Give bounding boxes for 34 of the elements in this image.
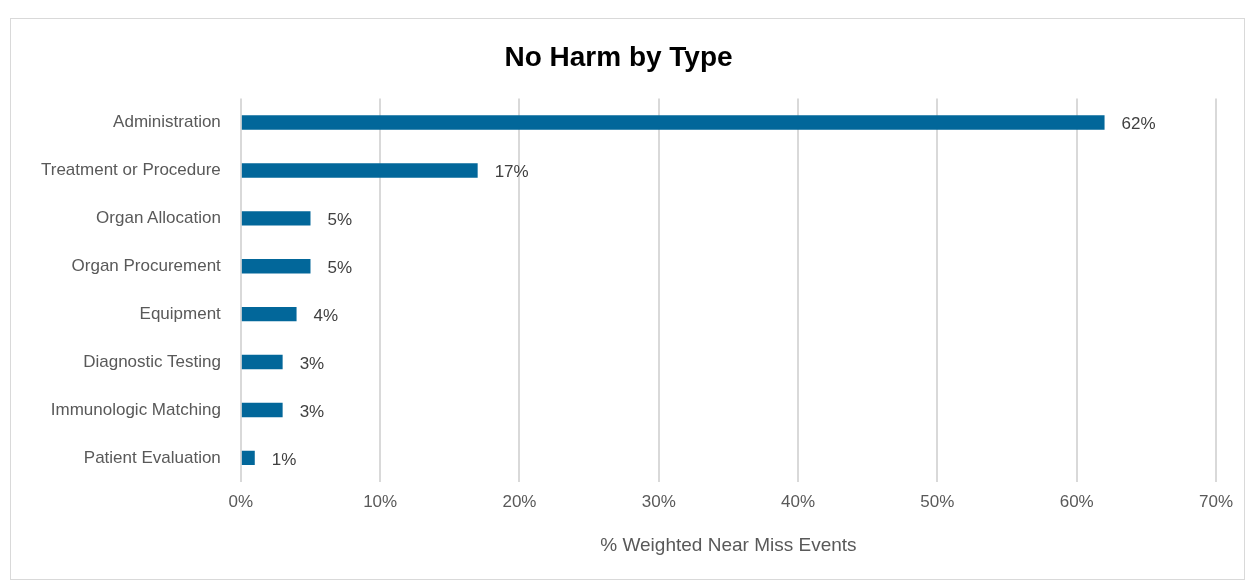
bar [241, 163, 478, 178]
data-label: 62% [1121, 114, 1156, 134]
bar [241, 306, 297, 322]
data-label: 17% [494, 162, 529, 182]
y-tick-label: Diagnostic Testing [83, 351, 221, 371]
y-tick-label: Administration [113, 112, 221, 132]
x-tick-label: 70% [1198, 491, 1234, 511]
y-tick-label: Patient Evaluation [83, 447, 221, 467]
x-tick-label: 40% [781, 491, 816, 511]
x-tick-label: 10% [363, 491, 398, 511]
x-tick-label: 60% [1059, 491, 1094, 511]
x-tick-label: 30% [641, 491, 676, 511]
y-tick-label: Organ Procurement [71, 255, 222, 275]
y-tick-label: Treatment or Procedure [40, 160, 221, 180]
y-tick-label: Equipment [139, 303, 222, 323]
y-tick-label: Immunologic Matching [50, 399, 221, 419]
data-label: 4% [313, 305, 339, 325]
data-label: 1% [271, 449, 297, 469]
x-axis-title: % Weighted Near Miss Events [600, 533, 857, 555]
bar [241, 402, 283, 418]
data-label: 5% [327, 210, 353, 230]
bar [241, 450, 255, 466]
x-tick-label: 50% [920, 491, 955, 511]
data-label: 5% [327, 257, 353, 277]
bar [241, 354, 283, 370]
bar [241, 259, 311, 274]
bar [241, 115, 1105, 130]
x-tick-label: 0% [228, 491, 254, 511]
y-tick-label: Organ Allocation [96, 208, 221, 228]
data-label: 3% [299, 401, 325, 421]
data-label: 3% [299, 353, 325, 373]
bar [241, 211, 311, 226]
chart-title: No Harm by Type [504, 40, 733, 72]
x-tick-label: 20% [502, 491, 537, 511]
